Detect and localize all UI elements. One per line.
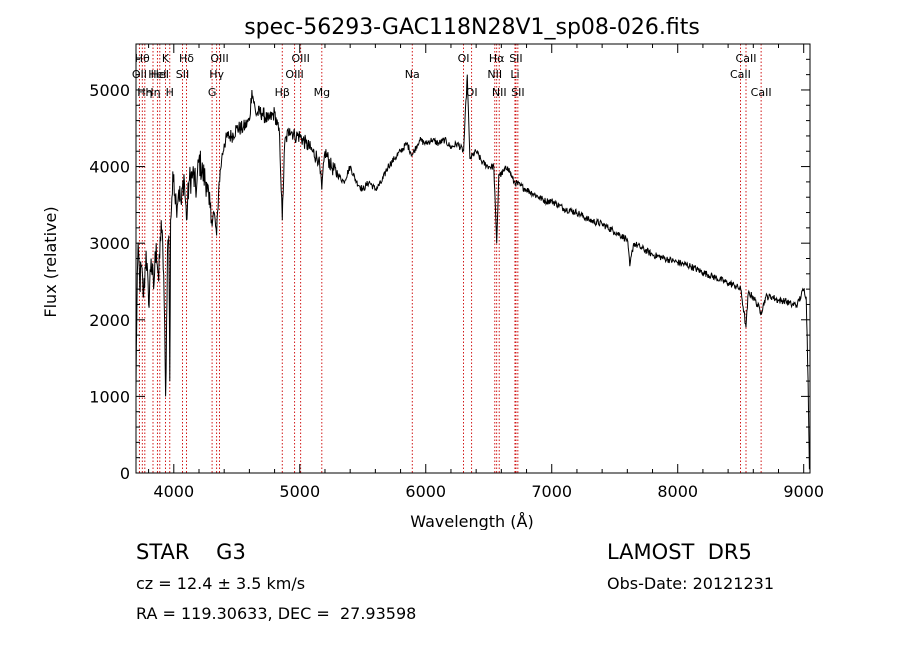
observation-date: Obs-Date: 20121231 <box>607 574 775 593</box>
line-label-26: CaII <box>730 68 751 81</box>
x-tick-label-5000: 5000 <box>279 482 320 501</box>
line-label-6: K <box>162 52 170 65</box>
line-label-3: Hη <box>145 86 160 99</box>
line-label-15: OIII <box>291 52 309 65</box>
object-class: STAR G3 <box>136 540 246 564</box>
x-tick-label-4000: 4000 <box>153 482 194 501</box>
line-label-17: Na <box>405 68 420 81</box>
line-label-19: OI <box>466 86 478 99</box>
y-tick-label-3000: 3000 <box>89 234 130 253</box>
line-label-13: Hβ <box>275 86 290 99</box>
line-label-5: HeI <box>151 68 169 81</box>
x-tick-label-6000: 6000 <box>405 482 446 501</box>
plot-frame <box>135 43 811 474</box>
line-label-28: CaII <box>751 86 772 99</box>
line-label-8: SII <box>176 68 189 81</box>
y-tick-label-2000: 2000 <box>89 311 130 330</box>
line-label-9: Hδ <box>179 52 194 65</box>
ra-dec-coordinates: RA = 119.30633, DEC = 27.93598 <box>136 604 417 623</box>
chart-title: spec-56293-GAC118N28V1_sp08-026.fits <box>244 15 700 40</box>
line-label-23: Li <box>510 68 519 81</box>
x-tick-label-8000: 8000 <box>657 482 698 501</box>
x-axis: 4000 5000 6000 7000 8000 9000 <box>148 44 824 501</box>
y-tick-label-0: 0 <box>120 464 130 483</box>
line-label-2: Hη <box>137 86 152 99</box>
line-label-18: OI <box>458 52 470 65</box>
y-tick-label-4000: 4000 <box>89 158 130 177</box>
redshift-value: cz = 12.4 ± 3.5 km/s <box>136 574 306 593</box>
y-tick-label-5000: 5000 <box>89 81 130 100</box>
x-axis-label: Wavelength (Å) <box>410 512 533 530</box>
line-label-24: SII <box>509 52 522 65</box>
survey-name: LAMOST DR5 <box>607 540 752 564</box>
line-label-16: Mg <box>314 86 330 99</box>
line-label-25: SII <box>511 86 524 99</box>
line-label-21: Hα <box>489 52 505 65</box>
line-label-22: NII <box>492 86 507 99</box>
y-axis-label: Flux (relative) <box>41 206 60 317</box>
line-label-4: HeI <box>148 68 166 81</box>
line-label-12: OIII <box>210 52 228 65</box>
line-label-11: Hγ <box>209 68 224 81</box>
x-tick-label-9000: 9000 <box>783 482 824 501</box>
y-tick-label-1000: 1000 <box>89 387 130 406</box>
spectral-line-markers <box>138 44 762 473</box>
x-tick-label-7000: 7000 <box>531 482 572 501</box>
line-label-1: Hθ <box>135 52 150 65</box>
line-label-10: G <box>208 86 217 99</box>
line-label-7: H <box>166 86 174 99</box>
line-label-20: NII <box>487 68 502 81</box>
line-label-14: OIII <box>285 68 303 81</box>
y-axis: 0 1000 2000 3000 4000 5000 <box>89 58 810 483</box>
spectrum-line <box>135 74 810 470</box>
spectral-line-labels: OIIHθHηHηHeIHeIKHSIIHδGHγOIIIHβOIIIOIIIM… <box>132 52 772 99</box>
line-label-27: CaII <box>736 52 757 65</box>
spectrum-chart: spec-56293-GAC118N28V1_sp08-026.fits OII… <box>41 15 824 530</box>
